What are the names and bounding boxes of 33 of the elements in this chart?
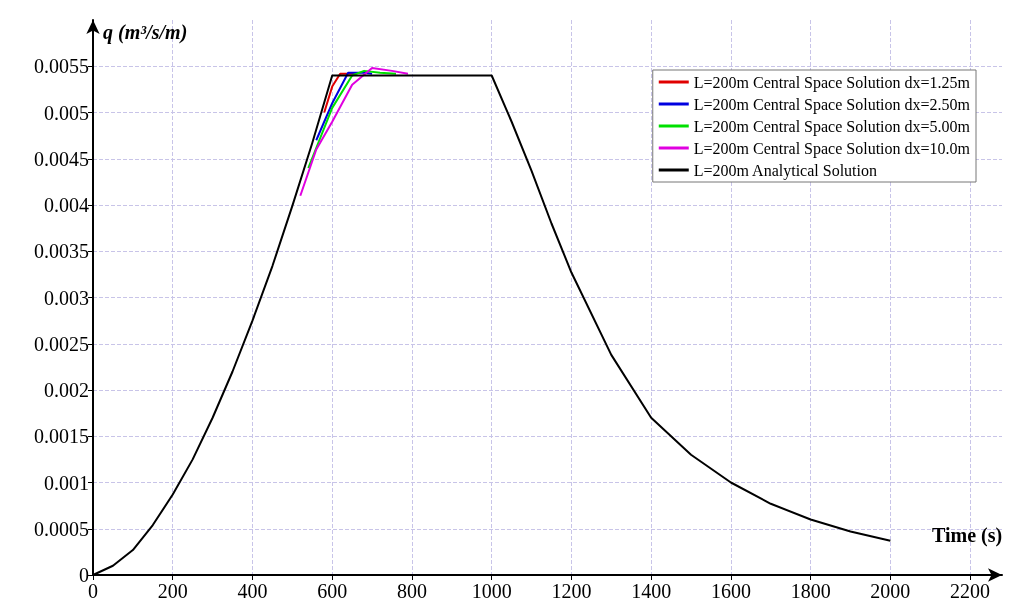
x-tick-label: 1200: [551, 580, 592, 602]
x-tick-label: 1400: [631, 580, 672, 602]
y-tick-label: 0.002: [44, 379, 89, 401]
y-tick-label: 0.001: [44, 471, 89, 494]
y-tick-label: 0.0005: [34, 517, 89, 540]
y-tick-label: 0.003: [44, 286, 89, 309]
y-tick-label: 0.005: [44, 101, 89, 124]
y-axis-title: q (m³/s/m): [103, 21, 188, 44]
x-tick-label: 600: [317, 580, 348, 602]
x-tick-label: 1600: [710, 580, 751, 602]
y-tick-label: 0.004: [44, 194, 89, 216]
x-axis-title: Time (s): [932, 524, 1003, 547]
x-tick-label: 2000: [870, 580, 911, 602]
line-series: [299, 67, 409, 197]
x-tick-label: 200: [157, 580, 188, 602]
y-tick-label: 0.0025: [34, 332, 89, 355]
x-tick-label: 400: [237, 580, 268, 602]
legend-label: L=200m Central Space Solution dx=2.50m: [693, 95, 971, 114]
x-tick-label: 800: [396, 580, 427, 602]
legend-label: L=200m Central Space Solution dx=10.0m: [693, 139, 971, 158]
y-tick-label: 0: [79, 564, 89, 586]
line-series: [315, 71, 374, 142]
legend-label: L=200m Central Space Solution dx=5.00m: [693, 117, 971, 136]
legend-label: L=200m Analytical Solution: [693, 161, 877, 180]
y-tick-label: 0.0035: [34, 240, 89, 263]
y-tick-label: 0.0045: [34, 147, 89, 170]
y-tick-label: 0.0015: [34, 425, 89, 448]
x-tick-label: 1000: [471, 580, 512, 602]
x-tick-label: 2200: [950, 580, 991, 602]
legend-label: L=200m Central Space Solution dx=1.25m: [693, 73, 971, 92]
x-tick-label: 1800: [790, 580, 831, 602]
line-series: [307, 69, 397, 169]
y-tick-label: 0.0055: [34, 55, 89, 78]
